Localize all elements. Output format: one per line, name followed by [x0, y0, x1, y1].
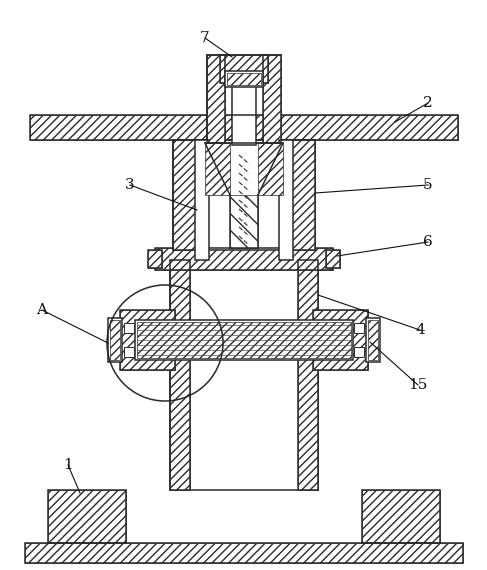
Bar	[120, 310, 175, 370]
Bar	[155, 248, 333, 270]
Bar	[298, 260, 318, 490]
Bar	[207, 55, 281, 143]
Text: 6: 6	[423, 235, 433, 249]
Text: 7: 7	[200, 31, 210, 45]
Bar	[110, 320, 120, 360]
Bar	[170, 260, 190, 490]
Bar	[225, 71, 263, 87]
Bar	[313, 310, 368, 370]
Bar	[298, 260, 318, 490]
Bar	[207, 55, 225, 143]
Bar	[354, 323, 364, 333]
Bar	[263, 55, 281, 143]
Bar	[173, 140, 315, 250]
Bar	[170, 260, 190, 490]
Bar	[48, 490, 126, 543]
Text: 5: 5	[423, 178, 433, 192]
Bar	[25, 543, 463, 563]
Polygon shape	[258, 143, 283, 195]
Bar	[30, 115, 458, 140]
Bar	[170, 260, 318, 490]
Bar	[362, 490, 440, 543]
Bar	[283, 140, 315, 250]
Bar	[195, 140, 209, 260]
Bar	[227, 73, 261, 85]
Bar	[368, 320, 378, 360]
Bar	[148, 250, 162, 268]
Bar	[220, 55, 268, 83]
Bar	[263, 55, 281, 143]
Bar	[313, 310, 368, 370]
Polygon shape	[205, 143, 230, 195]
Bar	[124, 347, 134, 357]
Bar	[283, 140, 315, 250]
Text: 3: 3	[125, 178, 135, 192]
Bar	[148, 250, 162, 268]
Bar	[173, 140, 205, 250]
Bar	[173, 140, 205, 250]
Bar	[124, 323, 134, 333]
Bar	[362, 490, 440, 543]
Bar	[366, 318, 380, 362]
Bar	[155, 248, 333, 270]
Bar	[120, 310, 175, 370]
Bar	[326, 250, 340, 268]
Bar	[135, 320, 353, 360]
Bar	[220, 55, 268, 83]
Bar	[232, 83, 256, 119]
Bar	[30, 115, 458, 140]
Text: 4: 4	[415, 323, 425, 337]
Bar	[207, 55, 225, 143]
Polygon shape	[230, 195, 258, 248]
Bar	[232, 115, 256, 145]
Bar	[48, 490, 126, 543]
Text: 1: 1	[63, 458, 73, 472]
Bar	[326, 250, 340, 268]
Text: 2: 2	[423, 96, 433, 110]
Text: 15: 15	[408, 378, 428, 392]
Bar	[25, 543, 463, 563]
Text: A: A	[37, 303, 48, 317]
Bar	[354, 347, 364, 357]
Bar	[108, 318, 122, 362]
Bar	[279, 140, 293, 260]
Bar	[137, 322, 351, 358]
